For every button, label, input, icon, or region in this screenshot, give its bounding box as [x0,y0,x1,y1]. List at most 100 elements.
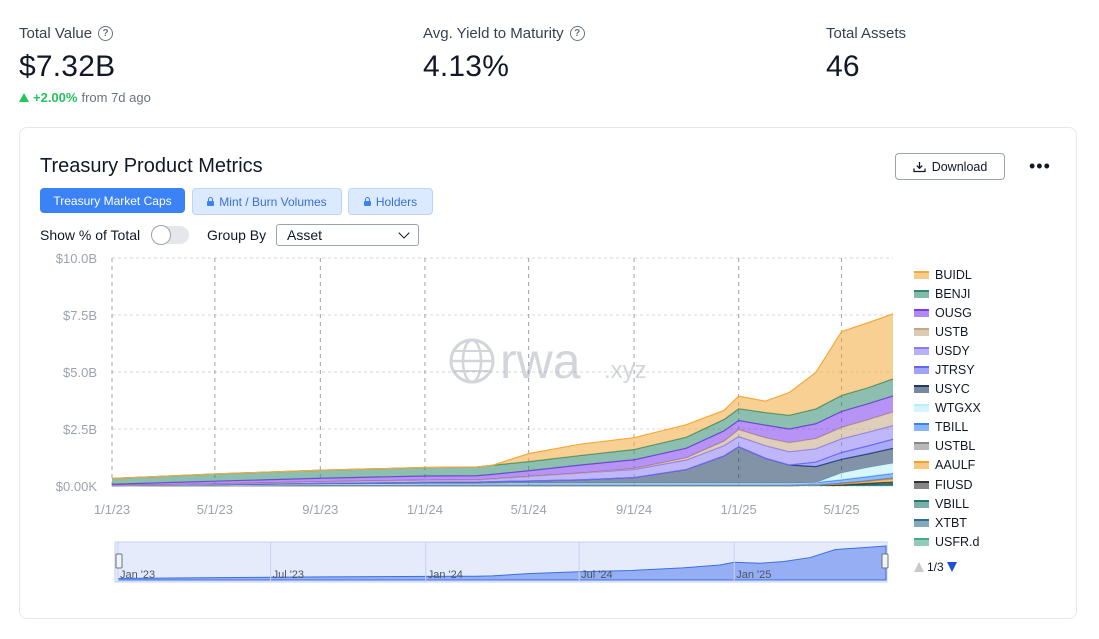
x-tick-label: 9/1/23 [302,502,338,517]
tab-mint-burn-volumes[interactable]: Mint / Burn Volumes [192,188,342,215]
area-usyc [112,446,893,486]
stat-total-assets: Total Assets 46 [826,22,906,84]
legend-item-benji[interactable]: BENJI [914,284,981,303]
group-by-value: Asset [287,227,323,243]
legend-label: FIUSD [935,477,973,492]
x-tick-label: 5/1/23 [197,502,233,517]
stat-value: 4.13% [423,50,510,83]
navigator-label: Jan '23 [120,569,155,581]
legend-label: USFR.d [935,534,980,549]
legend-label: JTRSY [935,363,975,378]
legend-item-jtrsy[interactable]: JTRSY [914,360,981,379]
legend-item-wtgxx[interactable]: WTGXX [914,399,981,418]
legend-item-buidl[interactable]: BUIDL [914,265,981,284]
download-icon [913,161,926,172]
line-buidl [111,313,894,480]
legend-item-ustb[interactable]: USTB [914,322,981,341]
legend-swatch [914,346,929,355]
legend-item-usyc[interactable]: USYC [914,380,981,399]
up-arrow-icon [19,93,29,102]
y-tick-label: $0.00K [56,479,98,494]
legend-label: AAULF [935,458,976,473]
legend-swatch [914,442,929,451]
card-title: Treasury Product Metrics [40,155,263,177]
navigator-label: Jan '25 [736,569,771,581]
download-button[interactable]: Download [895,153,1005,180]
show-percent-label: Show % of Total [40,227,141,243]
legend-label: TBILL [935,420,969,435]
x-tick-label: 9/1/24 [616,502,652,517]
change-percent: +2.00% [33,90,78,105]
show-percent-toggle[interactable] [151,225,189,245]
legend-item-ousg[interactable]: OUSG [914,303,981,322]
legend-label: XTBT [935,515,967,530]
range-navigator[interactable]: Jan '23 Jul '23 Jan '24 Jul '24 Jan '25 [20,540,900,590]
navigator-label: Jan '24 [428,569,463,581]
stat-yield: Avg. Yield to Maturity ? 4.13% [423,22,585,84]
legend-label: BENJI [935,286,971,301]
legend-swatch [914,480,929,489]
tab-holders[interactable]: Holders [348,188,433,215]
legend-item-vbill[interactable]: VBILL [914,494,981,513]
globe-icon [449,338,495,384]
legend-label: WTGXX [935,401,981,416]
stat-value: $7.32B [19,50,116,83]
legend-swatch [914,327,929,336]
legend-swatch [914,404,929,413]
legend-swatch [914,308,929,317]
legend-label: VBILL [935,496,970,511]
toggle-knob [151,225,171,245]
watermark-suffix: .xyz [604,357,647,384]
navigator-left-handle[interactable] [115,553,123,569]
legend-swatch [914,461,929,470]
x-tick-label: 5/1/25 [823,502,859,517]
legend-label: USDY [935,343,970,358]
group-by-label: Group By [207,227,267,243]
legend-item-fiusd[interactable]: FIUSD [914,475,981,494]
legend-item-usfr-d[interactable]: USFR.d [914,532,981,551]
pager-up-icon[interactable] [914,562,924,572]
chart-legend: BUIDL BENJI OUSG USTB USDY JTRSY USYC WTGXX TBIL… [914,265,981,551]
navigator-label: Jul '23 [273,569,304,581]
help-icon[interactable]: ? [98,25,114,41]
y-tick-label: $10.0B [56,251,97,266]
area-tbill [112,473,893,486]
tab-treasury-market-caps[interactable]: Treasury Market Caps [40,188,185,213]
lock-icon [207,196,215,206]
legend-swatch [914,270,929,279]
navigator-label: Jul '24 [581,569,612,581]
legend-item-tbill[interactable]: TBILL [914,418,981,437]
legend-swatch [914,289,929,298]
legend-item-xtbt[interactable]: XTBT [914,513,981,532]
navigator-right-handle[interactable] [881,553,889,569]
chevron-down-icon [398,227,410,239]
watermark-text: rwa [500,333,581,389]
legend-pager: 1/3 [914,560,957,574]
legend-swatch [914,518,929,527]
legend-swatch [914,366,929,375]
legend-label: USYC [935,382,970,397]
stacked-area-chart: rwa .xyz $0.00K $2.5B $5.0B $7.5B $10.0B 1/1… [56,251,894,517]
help-icon[interactable]: ? [569,25,585,41]
legend-item-aaulf[interactable]: AAULF [914,456,981,475]
y-tick-label: $5.0B [63,365,97,380]
change-period: from 7d ago [81,90,151,105]
navigator-area [117,545,887,581]
legend-label: USTB [935,324,969,339]
group-by-select[interactable]: Asset [276,224,419,246]
y-tick-label: $7.5B [63,308,97,323]
y-tick-label: $2.5B [63,422,97,437]
stat-label: Total Value [19,24,93,42]
legend-swatch [914,385,929,394]
pager-down-icon[interactable] [946,562,957,572]
legend-label: BUIDL [935,267,972,282]
legend-item-ustbl[interactable]: USTBL [914,437,981,456]
x-axis: 1/1/23 5/1/23 9/1/23 1/1/24 5/1/24 9/1/24 1/1/… [94,502,860,517]
legend-swatch [914,537,929,546]
y-axis: $0.00K $2.5B $5.0B $7.5B $10.0B [56,251,98,494]
legend-swatch [914,423,929,432]
more-menu-icon[interactable]: ••• [1029,156,1051,176]
tab-label: Treasury Market Caps [53,193,172,208]
legend-item-usdy[interactable]: USDY [914,341,981,360]
stat-label: Total Assets [826,24,907,42]
